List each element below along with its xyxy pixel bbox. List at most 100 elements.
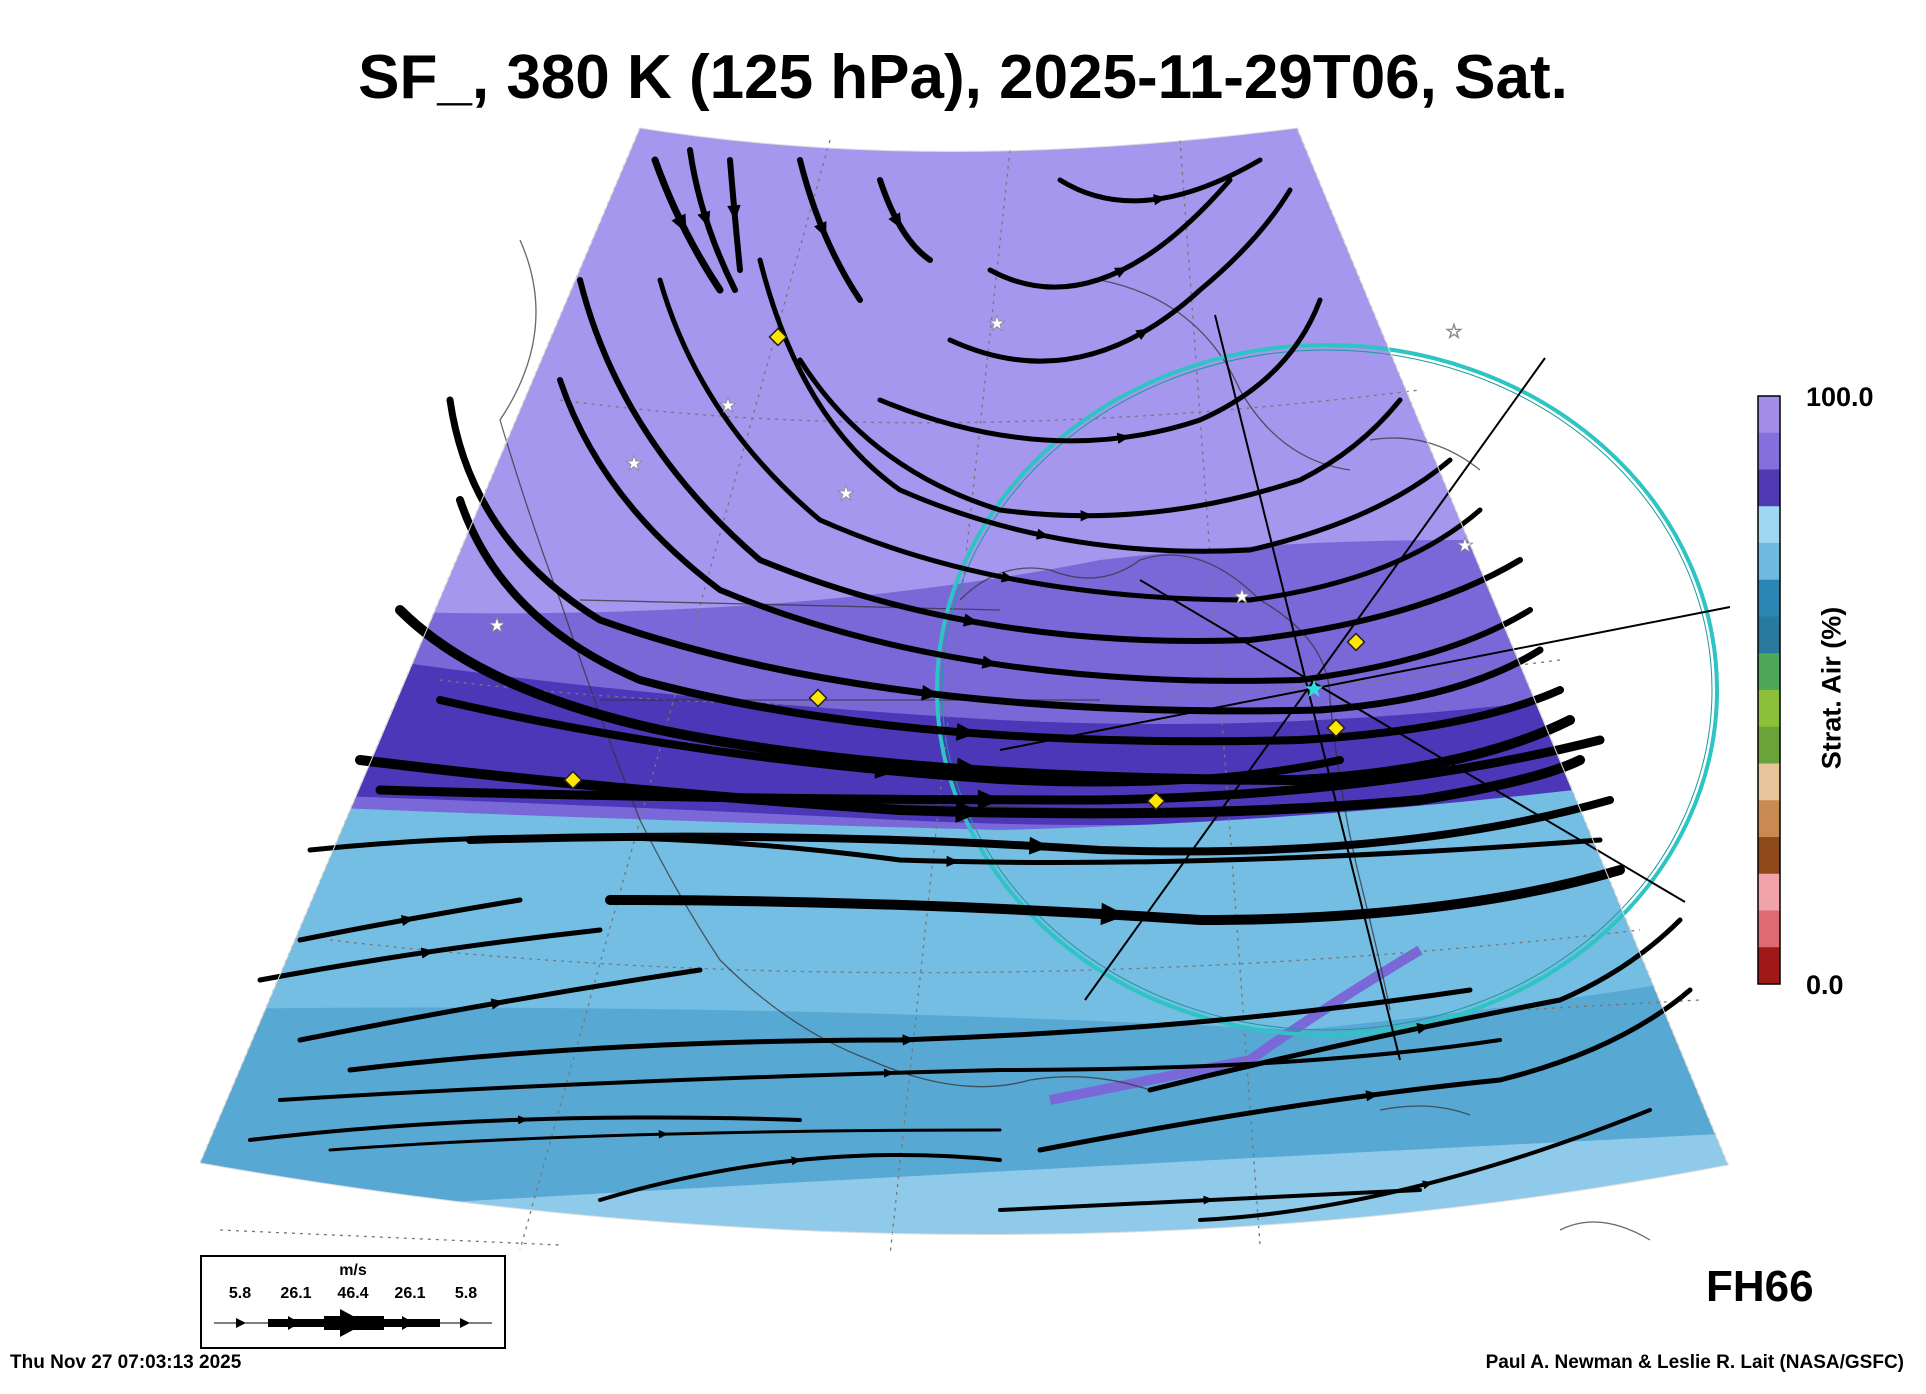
streamline [395,605,1575,786]
streamline [1037,987,1693,1153]
streamline-arrowhead [1153,194,1167,206]
streamline-arrowhead [955,800,982,823]
streamline-arrowhead [658,1130,669,1139]
star-marker: ★ [837,483,855,505]
streamline-arrowhead [888,212,902,229]
star-marker: ★ [1456,535,1474,557]
site-diamonds [563,327,1366,811]
star-marker: ★ [488,615,506,637]
streamline-arrowhead [946,855,960,867]
streamline-arrowhead [791,1156,802,1166]
streamline [347,987,1473,1073]
range-ring [935,343,1719,1037]
colorbar-swatch [1758,653,1780,691]
diamond-marker [1346,632,1366,652]
streamline-arrowhead [1036,528,1050,540]
streamline-arrowhead [518,1115,529,1125]
colorbar-frame [1757,395,1781,985]
streamline-arrowhead [1080,510,1094,522]
colorbar-swatch [1758,763,1780,801]
wind-legend-value: 26.1 [280,1285,312,1302]
colorbar-swatch [1758,543,1780,581]
colorbar-swatch [1758,469,1780,507]
diamond-marker [1326,718,1346,738]
colorbar-swatch [1758,616,1780,654]
wind-streamlines [248,147,1693,1222]
streamline [307,834,1603,865]
colorbar-swatch [1758,690,1780,728]
page-title: SF_, 380 K (125 hPa), 2025-11-29T06, Sat… [358,43,1568,112]
streamline [466,796,1614,856]
star-marker: ★ [625,453,643,475]
streamline [446,396,1544,715]
streamline-arrowhead [883,1068,895,1078]
streamline-arrowhead [1135,328,1150,340]
colorbar-swatch [1758,396,1780,434]
streamline-arrowhead [956,757,983,780]
colorbar-swatch [1758,873,1780,911]
streamline-arrowhead [400,915,415,927]
diamond-marker [1146,791,1166,811]
colorbar-swatch [1758,726,1780,764]
streamline-arrowhead [420,947,435,959]
run-timestamp: Thu Nov 27 07:03:13 2025 [10,1352,242,1373]
streamline [605,865,1625,926]
wind-legend-value: 26.1 [394,1285,426,1302]
streamline [877,297,1323,444]
forecast-hour-label: FH66 [1706,1262,1814,1311]
streamline-arrowhead [1028,836,1050,855]
map-domain-outline [199,127,1729,1235]
streamline-arrowhead [902,1034,916,1046]
wind-legend-value: 46.4 [337,1285,369,1302]
streamline [987,177,1233,290]
streamline-arrowhead [1114,267,1129,278]
streamline-arrowhead [1116,432,1131,444]
streamline-arrowhead [1422,1180,1434,1190]
streamline-arrowhead [955,722,978,741]
streamline-arrowhead [1100,902,1127,926]
streamline-arrowhead [1203,1195,1214,1205]
streamline [328,1128,1002,1152]
streamline [1198,1108,1652,1222]
wind-legend-value: 5.8 [454,1285,478,1302]
credit-line: Paul A. Newman & Leslie R. Lait (NASA/GS… [1485,1352,1904,1373]
streamline [657,277,1483,603]
colorbar-swatch [1758,800,1780,838]
diamond-marker [768,327,788,347]
streamline-arrowhead [490,998,505,1010]
streamline [797,357,1403,519]
colorbar-min-label: 0.0 [1806,970,1844,1000]
streamline-arrowhead [1365,1090,1379,1102]
streamline-arrowhead [697,210,711,228]
wind-legend-arrow [214,1309,492,1337]
streamline-arrowhead [814,221,827,238]
streamline [757,257,1453,554]
colorbar-swatch [1758,432,1780,470]
wind-speed-legend: m/s 5.8 26.1 46.4 26.1 5.8 [200,1255,506,1349]
strat-intrusion-filament [1049,945,1423,1105]
wind-legend-unit: m/s [339,1262,367,1279]
colorbar-max-label: 100.0 [1806,382,1874,412]
streamline [1147,917,1683,1093]
streamline [1057,157,1263,204]
colorbar-swatch [1758,579,1780,617]
streamline-arrowhead [671,213,687,234]
colorbar-swatch [1758,947,1780,985]
streamline [278,1038,1502,1102]
streamline-arrowhead [1000,571,1015,583]
diamond-marker [808,688,828,708]
streamline [877,177,933,263]
streamline-arrowhead [874,760,896,779]
streamline-arrowhead [981,655,998,669]
colorbar-swatch [1758,837,1780,875]
star-marker: ☆ [1445,321,1463,343]
wind-legend-value: 5.8 [228,1285,252,1302]
colorbar [1757,395,1781,985]
star-marker: ★ [719,395,737,417]
star-marker: ★ [988,313,1006,335]
colorbar-title: Strat. Air (%) [1816,606,1847,770]
streamline [375,735,1605,805]
streamline [248,1115,802,1142]
station-stars: ★ ★ ★ ★ ★ ★ ★ ☆ [488,313,1475,638]
